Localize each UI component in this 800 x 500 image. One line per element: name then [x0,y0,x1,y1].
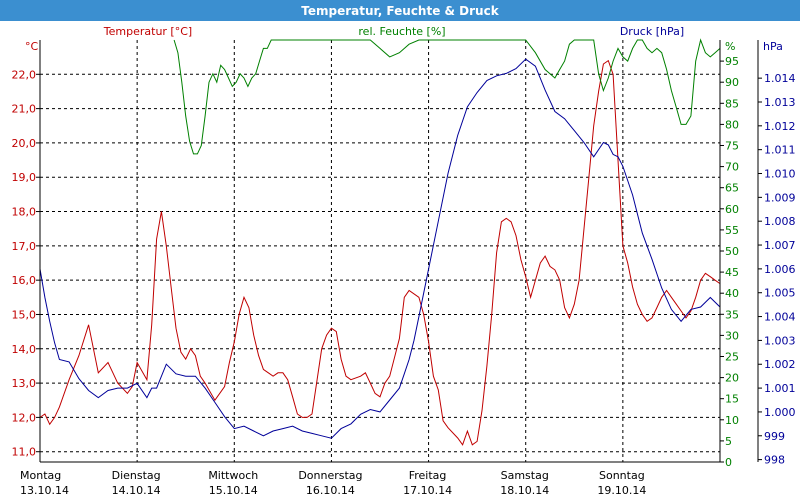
temp-tick-label: 20,0 [12,137,37,150]
pressure-tick-label: 1.001 [764,382,796,395]
x-tick-date: 19.10.14 [597,484,646,497]
humidity-unit: % [725,40,735,53]
pressure-tick-label: 1.006 [764,263,796,276]
pressure-tick-label: 1.000 [764,406,796,419]
humidity-tick-label: 15 [725,393,739,406]
humidity-tick-label: 25 [725,351,739,364]
axes: Montag 13.10.14 Dienstag 14.10.14 Mittwoch 15… [12,25,796,497]
x-tick-day: Dienstag [112,469,161,482]
pressure-axis-title: Druck [hPa] [620,25,684,38]
pressure-tick-label: 1.014 [764,72,796,85]
pressure-tick-label: 1.010 [764,168,796,181]
series-line-temperature [39,59,721,446]
series-line-humidity [173,38,721,155]
humidity-tick-label: 80 [725,118,739,131]
temp-tick-label: 12,0 [12,411,37,424]
x-tick-date: 13.10.14 [20,484,69,497]
humidity-tick-label: 65 [725,182,739,195]
humidity-tick-label: 50 [725,245,739,258]
humidity-tick-label: 90 [725,76,739,89]
humidity-tick-label: 60 [725,203,739,216]
window-title: Temperatur, Feuchte & Druck [0,0,800,21]
temp-tick-label: 21,0 [12,103,37,116]
plot-frame [39,40,759,463]
x-tick-day: Samstag [501,469,549,482]
humidity-tick-label: 30 [725,329,739,342]
pressure-unit: hPa [763,40,783,53]
pressure-tick-label: 1.004 [764,311,796,324]
x-tick-date: 15.10.14 [209,484,258,497]
x-tick-date: 14.10.14 [112,484,161,497]
humidity-tick-label: 10 [725,414,739,427]
pressure-tick-label: 1.009 [764,191,796,204]
pressure-tick-label: 998 [764,454,785,467]
temp-tick-label: 15,0 [12,308,37,321]
humidity-tick-label: 95 [725,55,739,68]
x-tick-day: Montag [20,469,61,482]
temp-axis-title: Temperatur [°C] [103,25,192,38]
x-tick-date: 18.10.14 [500,484,549,497]
pressure-tick-label: 999 [764,430,785,443]
pressure-tick-label: 1.008 [764,215,796,228]
temp-unit: °C [25,40,39,53]
temp-tick-label: 14,0 [12,343,37,356]
temp-tick-label: 11,0 [12,446,37,459]
humidity-tick-label: 55 [725,224,739,237]
series-line-pressure [39,58,721,439]
x-tick-day: Mittwoch [208,469,258,482]
pressure-tick-label: 1.005 [764,287,796,300]
humidity-tick-label: 75 [725,140,739,153]
temp-tick-label: 18,0 [12,206,37,219]
pressure-tick-label: 1.011 [764,144,796,157]
pressure-tick-label: 1.013 [764,96,796,109]
pressure-tick-label: 1.002 [764,358,796,371]
x-tick-day: Freitag [409,469,447,482]
pressure-tick-label: 1.007 [764,239,796,252]
humidity-tick-label: 85 [725,97,739,110]
humidity-tick-label: 70 [725,161,739,174]
grid [40,40,720,462]
temp-tick-label: 13,0 [12,377,37,390]
series-lines [39,38,721,446]
humidity-tick-label: 45 [725,266,739,279]
humidity-tick-label: 20 [725,372,739,385]
pressure-tick-label: 1.012 [764,120,796,133]
x-tick-day: Donnerstag [298,469,362,482]
humidity-tick-label: 5 [725,435,732,448]
x-tick-day: Sonntag [599,469,645,482]
x-tick-date: 16.10.14 [306,484,355,497]
humidity-tick-label: 40 [725,287,739,300]
pressure-tick-label: 1.003 [764,334,796,347]
temp-tick-label: 22,0 [12,68,37,81]
temp-tick-label: 17,0 [12,240,37,253]
humidity-tick-label: 0 [725,456,732,469]
temp-tick-label: 16,0 [12,274,37,287]
x-tick-date: 17.10.14 [403,484,452,497]
temp-tick-label: 19,0 [12,171,37,184]
humidity-tick-label: 35 [725,308,739,321]
humidity-axis-title: rel. Feuchte [%] [358,25,445,38]
